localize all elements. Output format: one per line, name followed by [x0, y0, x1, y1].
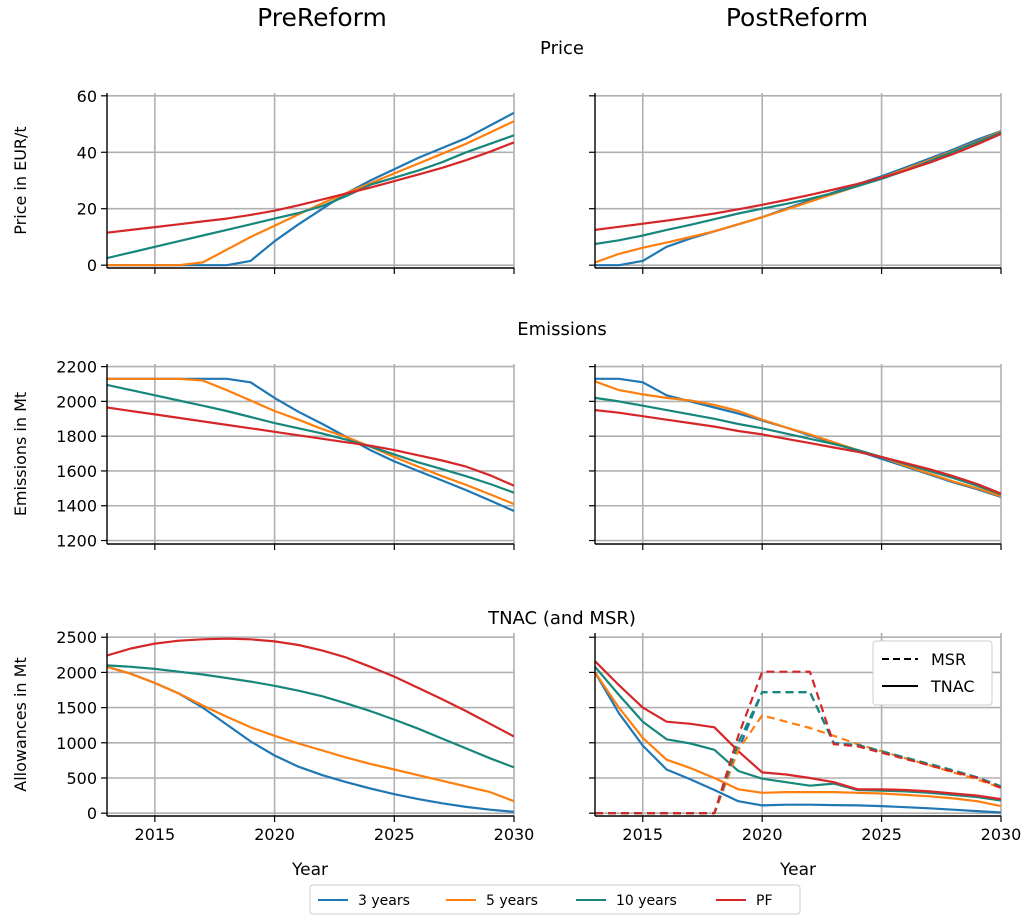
- panel-emissions-postreform: [589, 364, 1002, 550]
- series-line-pf: [107, 637, 514, 738]
- x-tick-label: 2030: [494, 825, 535, 844]
- msr-legend-label: MSR: [931, 650, 966, 669]
- series-line-10-years-msr: [595, 690, 1001, 815]
- series-line-10-years: [595, 396, 1001, 496]
- y-tick-label: 2500: [56, 628, 97, 647]
- panel-tnac-and-msr-postreform: 2015 2020 2025 2030: [589, 633, 1021, 844]
- y-axis-label: Emissions in Mt: [11, 392, 30, 516]
- msr-tnac-legend: MSR TNAC: [872, 640, 993, 706]
- series-group: [595, 130, 1001, 267]
- series-group: [107, 111, 514, 267]
- series-line-5-years: [107, 665, 514, 803]
- x-tick-label: 2020: [254, 825, 295, 844]
- series-line-3-years-msr: [595, 690, 1001, 815]
- panel-emissions-prereform: 1200 1400 1600 1800 2000 2200 Emissions in Mt: [11, 358, 515, 551]
- series-line-10-years-tnac: [595, 666, 1001, 802]
- series-line-pf-tnac: [595, 660, 1001, 801]
- legend-label-5-years: 5 years: [486, 893, 538, 909]
- y-tick-label: 1800: [56, 427, 97, 446]
- y-axis-label: Allowances in Mt: [11, 657, 30, 791]
- legend-label-10-years: 10 years: [616, 893, 677, 909]
- series-group: [595, 660, 1001, 815]
- panel-price-postreform: [589, 93, 1002, 274]
- x-tick-label: 2030: [981, 825, 1022, 844]
- y-tick-label: 1200: [56, 532, 97, 551]
- series-line-5-years-tnac: [595, 671, 1001, 808]
- y-tick-label: 1600: [56, 462, 97, 481]
- x-axis-label-prereform: Year: [291, 860, 328, 880]
- x-tick-label: 2025: [374, 825, 415, 844]
- series-line-5-years: [595, 380, 1001, 498]
- y-tick-label: 0: [87, 804, 97, 823]
- x-axis-label-postreform: Year: [779, 860, 816, 880]
- x-tick-label: 2020: [742, 825, 783, 844]
- y-tick-label: 20: [77, 200, 97, 219]
- series-line-pf-msr: [595, 670, 1001, 815]
- y-tick-label: 1400: [56, 497, 97, 516]
- row-title-emissions: Emissions: [517, 319, 606, 340]
- series-group: [595, 377, 1001, 499]
- legend-label-3-years: 3 years: [358, 893, 410, 909]
- tnac-legend-label: TNAC: [930, 677, 975, 696]
- row-title-price: Price: [540, 38, 584, 59]
- msr-tnac-legend-box: [872, 640, 993, 706]
- row-title-tnac: TNAC (and MSR): [487, 608, 636, 629]
- y-tick-label: 60: [77, 87, 97, 106]
- series-line-10-years: [107, 664, 514, 769]
- series-line-5-years: [107, 377, 514, 506]
- series-group: [107, 637, 514, 813]
- y-tick-label: 40: [77, 143, 97, 162]
- y-tick-label: 1000: [56, 734, 97, 753]
- y-tick-label: 2000: [56, 392, 97, 411]
- series-line-pf: [107, 141, 514, 234]
- x-tick-label: 2015: [135, 825, 176, 844]
- x-tick-label: 2025: [861, 825, 902, 844]
- y-axis-label: Price in EUR/t: [11, 126, 30, 234]
- x-tick-label: 2015: [622, 825, 663, 844]
- panel-tnac-and-msr-prereform: 0 500 1000 1500 2000 2500 2015 2020 2025 2030 Allo…: [11, 628, 534, 844]
- series-line-10-years: [107, 383, 514, 494]
- y-tick-label: 1500: [56, 699, 97, 718]
- series-group: [107, 377, 514, 513]
- series-line-10-years: [107, 134, 514, 260]
- column-title-postreform: PostReform: [726, 3, 868, 32]
- y-tick-label: 500: [66, 769, 97, 788]
- legend-label-pf: PF: [756, 893, 773, 909]
- series-line-pf: [595, 409, 1001, 495]
- series-line-3-years: [107, 111, 514, 267]
- series-line-3-years-tnac: [595, 671, 1001, 814]
- y-tick-label: 2000: [56, 663, 97, 682]
- series-line-10-years: [595, 131, 1001, 246]
- y-tick-label: 0: [87, 256, 97, 275]
- series-line-pf: [107, 406, 514, 487]
- series-line-pf: [595, 132, 1001, 231]
- series-legend: 3 years 5 years 10 years PF: [309, 884, 801, 915]
- series-legend-box: [309, 884, 801, 915]
- column-title-prereform: PreReform: [257, 3, 387, 32]
- y-tick-label: 2200: [56, 358, 97, 377]
- panel-price-prereform: 0 20 40 60 Price in EUR/t: [11, 87, 515, 275]
